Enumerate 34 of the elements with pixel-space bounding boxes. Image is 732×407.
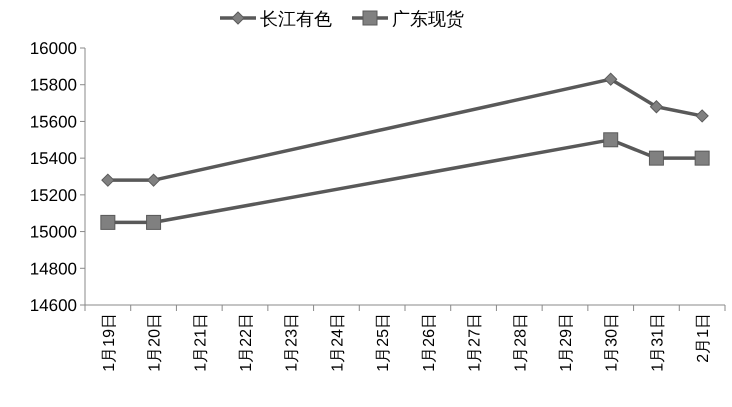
point [694,150,710,166]
y-tick-label: 15000 [30,222,77,242]
point [604,72,618,86]
point [648,150,664,166]
legend-label: 广东现货 [392,9,464,29]
x-tick-label: 1月21日 [192,313,210,372]
point [100,214,116,230]
x-tick-label: 1月23日 [284,313,301,372]
y-tick-label: 16000 [30,39,77,58]
point [101,174,114,187]
x-tick-label: 2月1日 [695,313,712,363]
x-tick-label: 1月19日 [100,313,118,372]
x-tick-label: 1月28日 [512,313,530,372]
point [146,214,162,230]
point [147,174,160,187]
x-tick-label: 1月25日 [375,313,392,372]
y-tick-label: 14600 [30,296,77,315]
x-tick-label: 1月26日 [420,313,438,372]
x-tick-label: 1月31日 [649,313,666,372]
y-tick-label: 14800 [30,259,77,278]
x-tick-label: 1月27日 [466,313,484,372]
x-tick-label: 1月30日 [604,313,621,372]
point [696,109,709,122]
y-tick-label: 15800 [30,76,77,95]
y-tick-label: 15200 [30,186,77,205]
point [603,132,618,148]
y-tick-label: 15400 [30,149,77,168]
point [650,100,663,114]
y-tick-label: 15600 [30,112,77,132]
legend-label: 长江有色 [260,9,332,29]
x-tick-label: 1月22日 [238,313,255,372]
x-tick-label: 1月24日 [329,313,346,372]
x-tick-label: 1月29日 [558,313,575,372]
x-tick-label: 1月20日 [146,313,164,372]
